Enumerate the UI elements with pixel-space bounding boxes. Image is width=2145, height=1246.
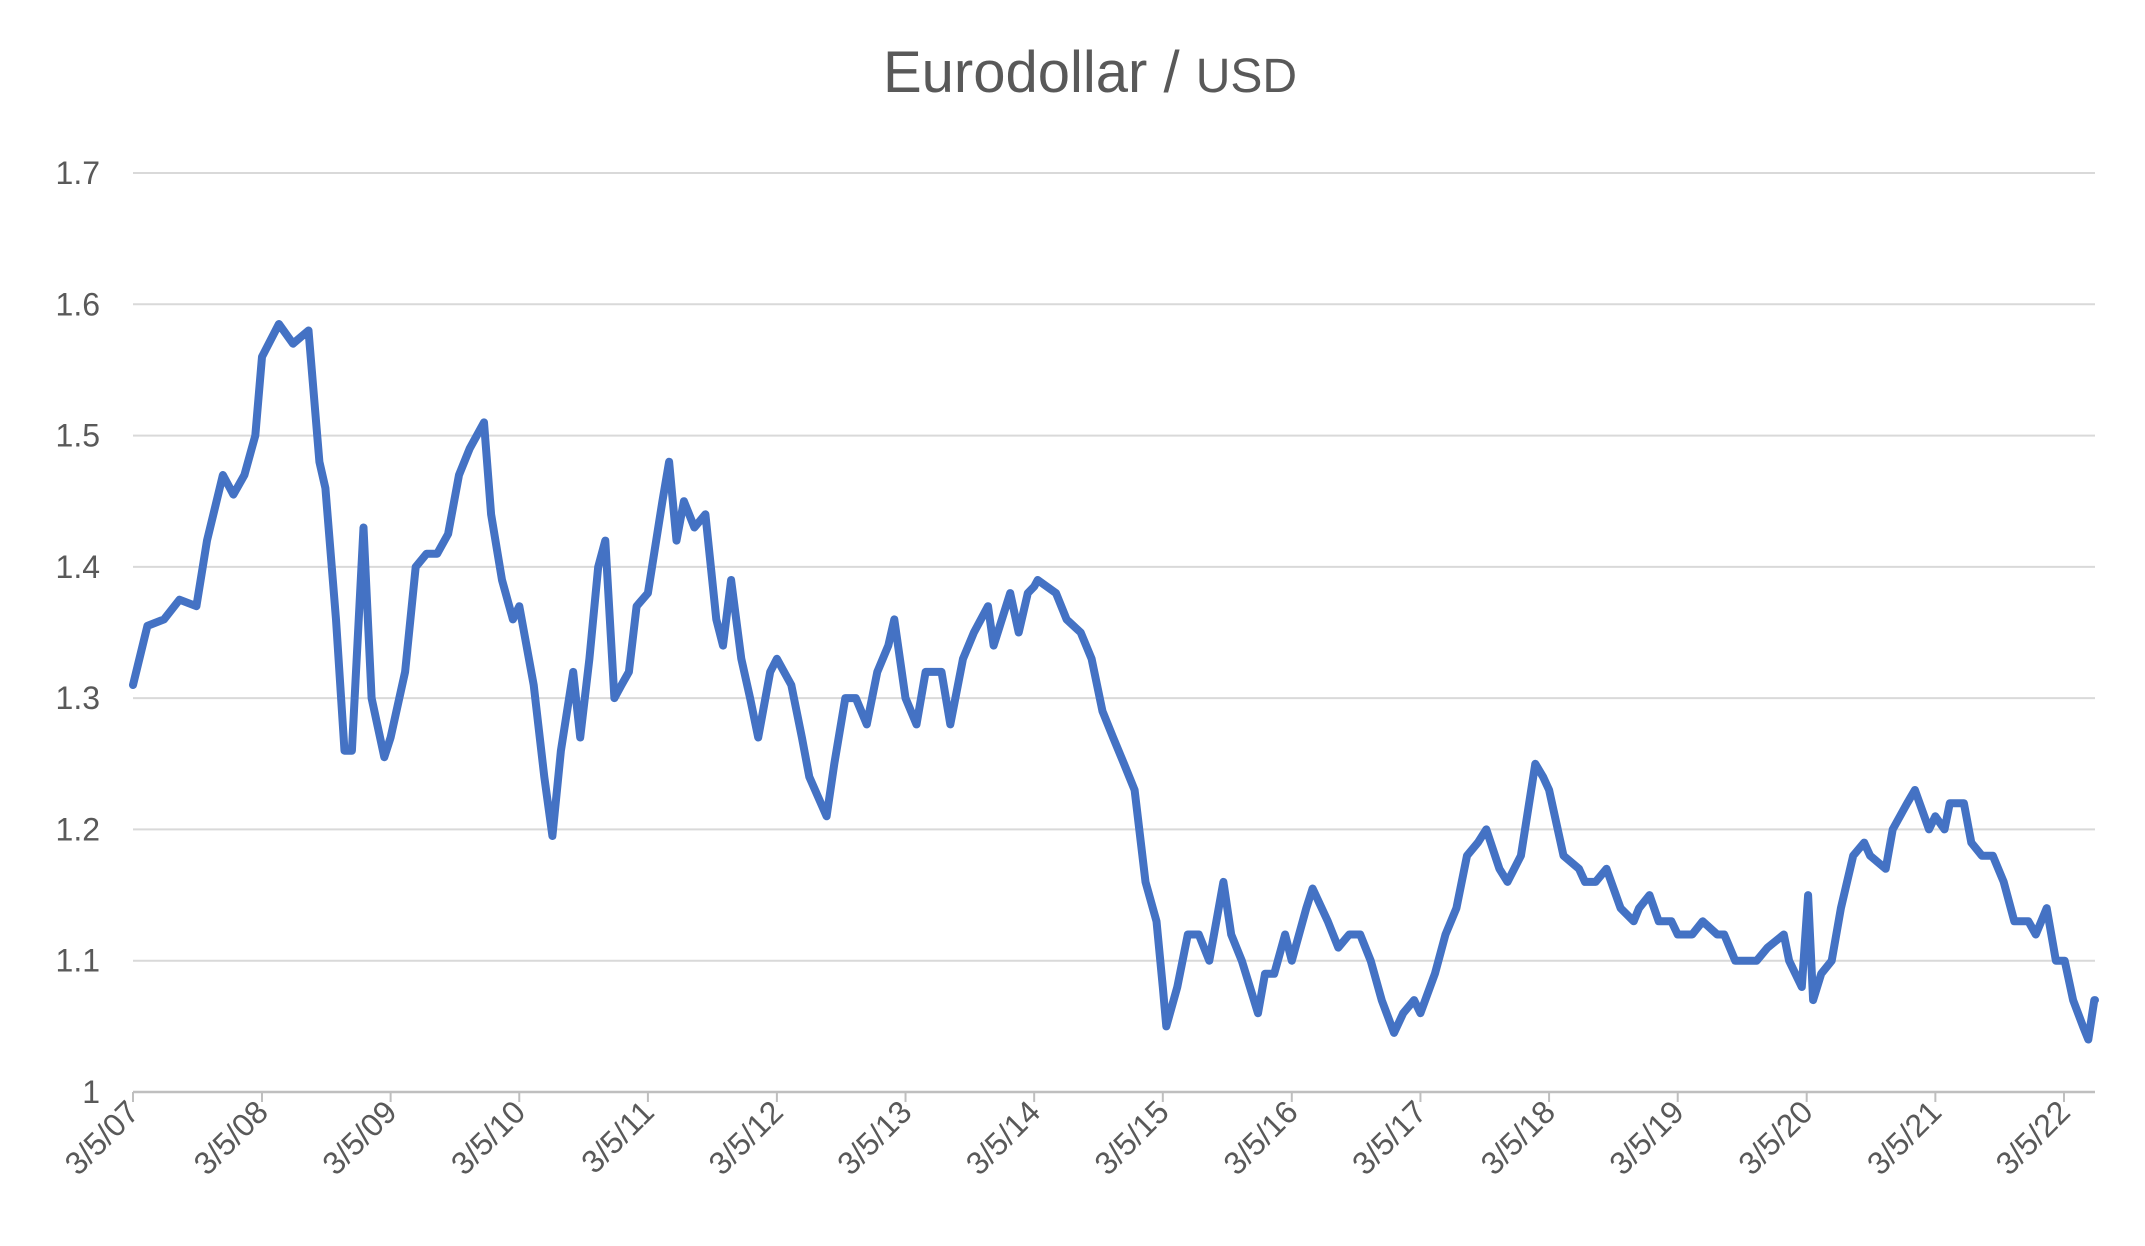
- x-tick-label: 3/5/13: [830, 1093, 918, 1181]
- x-tick-label: 3/5/21: [1860, 1093, 1948, 1181]
- x-tick-label: 3/5/08: [187, 1093, 275, 1181]
- x-tick-label: 3/5/07: [58, 1093, 146, 1181]
- y-tick-label: 1.4: [56, 549, 100, 585]
- x-tick-label: 3/5/14: [959, 1093, 1047, 1181]
- x-tick-label: 3/5/17: [1345, 1093, 1433, 1181]
- y-tick-label: 1.7: [56, 155, 100, 191]
- x-tick-label: 3/5/12: [701, 1093, 789, 1181]
- x-tick-label: 3/5/22: [1989, 1093, 2077, 1181]
- x-tick-label: 3/5/20: [1731, 1093, 1819, 1181]
- x-axis-tick-labels: 3/5/07 3/5/08 3/5/09 3/5/10 3/5/11 3/5/12 3/5/…: [58, 1092, 2077, 1182]
- y-tick-label: 1.5: [56, 418, 100, 454]
- y-axis-tick-labels: 1 1.1 1.2 1.3 1.4 1.5 1.6 1.7: [56, 155, 100, 1110]
- chart-title-unit: USD: [1196, 50, 1297, 103]
- x-tick-label: 3/5/10: [444, 1093, 532, 1181]
- y-tick-label: 1.1: [56, 943, 100, 979]
- y-tick-label: 1.6: [56, 286, 100, 322]
- x-tick-label: 3/5/18: [1474, 1093, 1562, 1181]
- x-tick-label: 3/5/16: [1216, 1093, 1304, 1181]
- x-tick-label: 3/5/19: [1602, 1093, 1690, 1181]
- chart-title: Eurodollar / USD: [883, 40, 1297, 105]
- series-line: [129, 320, 2099, 1044]
- y-tick-label: 1: [82, 1074, 100, 1110]
- x-tick-label: 3/5/15: [1087, 1093, 1175, 1181]
- y-tick-label: 1.3: [56, 680, 100, 716]
- x-tick-label: 3/5/09: [315, 1093, 403, 1181]
- chart-title-main: Eurodollar /: [883, 40, 1196, 105]
- x-tick-label: 3/5/11: [574, 1093, 661, 1180]
- gridlines: [133, 172, 2095, 1094]
- y-tick-label: 1.2: [56, 811, 100, 847]
